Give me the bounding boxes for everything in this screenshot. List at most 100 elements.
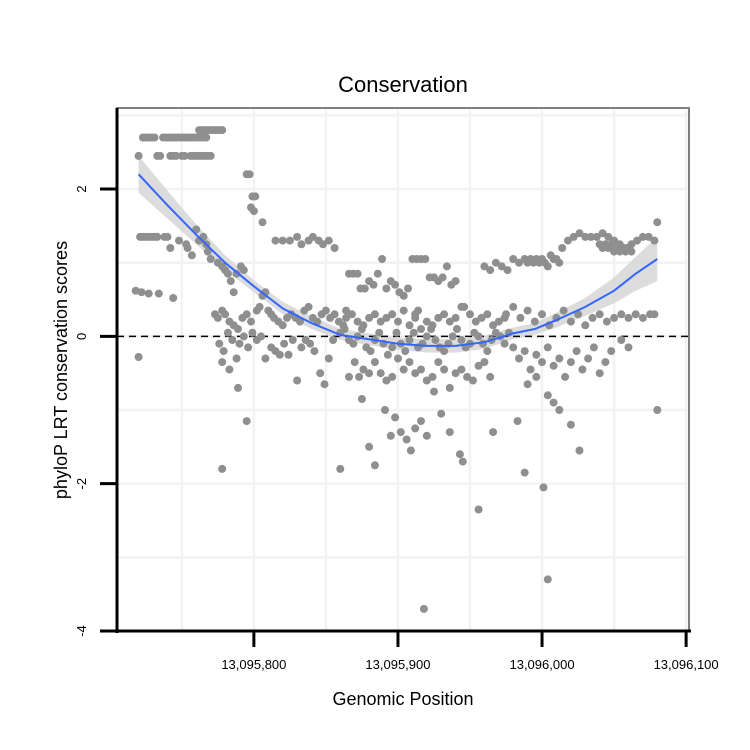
data-point (347, 310, 356, 319)
x-tick-label: 13,096,000 (509, 657, 574, 672)
data-point (442, 262, 451, 271)
data-point (359, 321, 368, 330)
data-point (163, 232, 172, 241)
data-point (607, 240, 616, 249)
data-point (566, 358, 575, 367)
data-point (172, 151, 181, 160)
data-point (223, 269, 232, 278)
panel-gridlines (117, 108, 689, 631)
data-point (357, 395, 366, 403)
data-point (500, 339, 509, 348)
data-point (376, 317, 385, 326)
data-point (284, 350, 293, 359)
data-point (607, 347, 616, 356)
data-point (183, 244, 192, 252)
data-point (225, 365, 234, 374)
data-point (471, 317, 480, 326)
data-point (239, 332, 248, 341)
data-point (543, 391, 552, 400)
x-tick-label: 13,095,900 (365, 657, 430, 672)
data-point (555, 406, 564, 414)
data-point (365, 369, 374, 378)
data-point (310, 347, 319, 356)
data-point (226, 277, 235, 286)
data-point (373, 269, 382, 278)
data-point (359, 365, 368, 374)
data-point (468, 376, 477, 385)
data-point (509, 343, 518, 352)
data-point (340, 325, 349, 333)
data-point (244, 343, 253, 352)
data-point (320, 380, 329, 389)
data-point (345, 372, 353, 381)
data-point (457, 365, 466, 374)
data-point (275, 350, 284, 359)
data-point (595, 310, 604, 319)
data-point (293, 376, 302, 385)
data-point (530, 317, 539, 326)
data-point (388, 372, 397, 381)
data-point (445, 383, 454, 392)
data-point (324, 354, 333, 363)
data-point (394, 317, 402, 326)
data-point (588, 313, 597, 322)
data-point (360, 284, 369, 293)
data-point (239, 266, 248, 275)
data-point (350, 358, 359, 367)
smooth-line-layer (137, 173, 658, 347)
data-point (221, 310, 230, 319)
data-point (592, 232, 601, 241)
data-point (137, 288, 146, 297)
data-point (564, 236, 572, 245)
data-point (422, 317, 431, 326)
data-point (261, 354, 270, 363)
data-point (486, 372, 495, 381)
data-point (549, 398, 558, 407)
x-tick-label: 13,095,800 (221, 657, 286, 672)
data-point (474, 332, 483, 341)
data-point (154, 289, 163, 298)
data-point (382, 284, 391, 293)
data-point (399, 306, 408, 315)
data-point (417, 365, 425, 374)
data-point (370, 310, 379, 319)
data-point (503, 266, 512, 275)
data-point (278, 236, 287, 245)
data-point (235, 339, 244, 348)
data-point (624, 313, 633, 322)
data-point (297, 240, 306, 249)
data-point (422, 431, 431, 440)
data-point (466, 310, 474, 319)
data-point (587, 232, 595, 241)
data-point (156, 151, 165, 160)
data-point (445, 317, 454, 326)
loess-smooth-line (137, 173, 658, 347)
data-point (218, 464, 227, 473)
data-point (249, 207, 258, 216)
data-point (581, 232, 590, 241)
data-point (572, 347, 581, 356)
data-point (494, 317, 503, 326)
data-point (445, 428, 454, 437)
data-point (419, 604, 428, 613)
data-point (532, 372, 541, 381)
data-point (232, 354, 241, 363)
data-point (296, 317, 304, 326)
data-point (388, 310, 397, 319)
data-point (523, 306, 532, 315)
data-point (228, 336, 237, 344)
data-point (515, 258, 523, 267)
data-point (330, 310, 339, 319)
data-point (405, 336, 414, 344)
chart-title: Conservation (338, 72, 468, 97)
data-point (566, 317, 575, 326)
data-point (653, 218, 662, 227)
data-point (543, 343, 552, 352)
y-axis-title: phyloP LRT conservation scores (51, 241, 71, 499)
data-point (365, 442, 374, 451)
data-point (399, 291, 408, 300)
data-point (538, 358, 546, 367)
data-point (451, 369, 460, 378)
x-axis-title: Genomic Position (332, 689, 473, 709)
